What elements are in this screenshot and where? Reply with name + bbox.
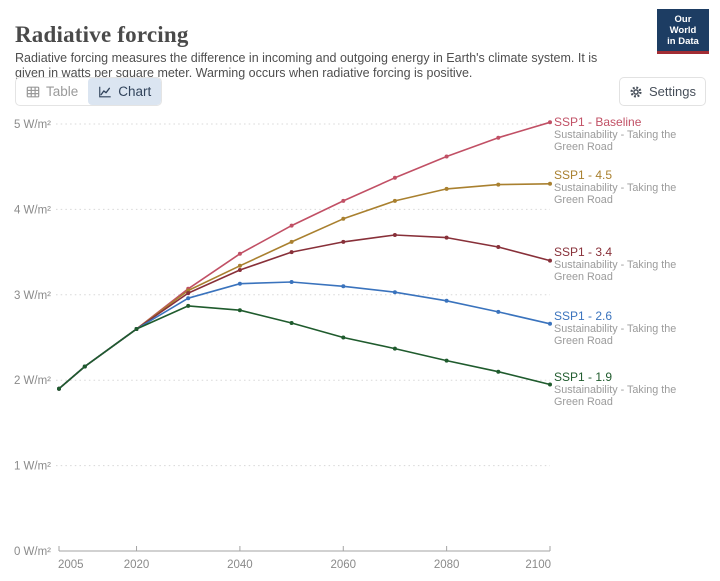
tab-table[interactable]: Table xyxy=(16,78,88,105)
series-point[interactable] xyxy=(341,284,346,289)
tab-chart-label: Chart xyxy=(118,84,152,99)
series-point[interactable] xyxy=(186,291,191,296)
series-point[interactable] xyxy=(57,386,61,391)
series-point[interactable] xyxy=(134,327,139,331)
series-line[interactable] xyxy=(58,281,551,390)
series-ssp1-2.6[interactable] xyxy=(57,280,552,391)
series-point[interactable] xyxy=(548,382,552,387)
legend-item-ssp1-1.9: SSP1 - 1.9 Sustainability - Taking the Gr… xyxy=(554,371,718,408)
owid-logo-line1: Our World xyxy=(669,14,697,36)
series-ssp1-baseline[interactable] xyxy=(57,120,552,391)
series-point[interactable] xyxy=(341,335,346,340)
series-point[interactable] xyxy=(289,280,294,284)
y-axis-label: 3 W/m² xyxy=(14,290,51,302)
series-point[interactable] xyxy=(392,175,397,180)
chart-canvas: 0 W/m² 1 W/m² 2 W/m² 3 W/m² 4 W/m² 5 W/m² 2005… xyxy=(14,119,552,571)
view-tabs: Table Chart xyxy=(15,77,163,106)
legend-item-ssp1-4.5: SSP1 - 4.5 Sustainability - Taking the Gr… xyxy=(554,169,718,206)
series-point[interactable] xyxy=(548,258,552,263)
series-point[interactable] xyxy=(289,239,294,244)
series-point[interactable] xyxy=(496,182,501,187)
x-axis-label: 2020 xyxy=(124,559,150,571)
series-point[interactable] xyxy=(548,120,552,125)
series-line[interactable] xyxy=(58,183,551,390)
owid-logo[interactable]: Our World in Data xyxy=(657,9,709,54)
legend-series-label: SSP1 - 1.9 xyxy=(554,370,613,384)
series-point[interactable] xyxy=(186,296,191,301)
y-axis-label: 0 W/m² xyxy=(14,546,51,558)
series-point[interactable] xyxy=(444,235,449,240)
legend-series-sublabel: Sustainability - Taking the Green Road xyxy=(554,259,677,283)
legend-item-ssp1-2.6: SSP1 - 2.6 Sustainability - Taking the Gr… xyxy=(554,310,718,347)
series-point[interactable] xyxy=(444,358,449,363)
legend-item-ssp1-3.4: SSP1 - 3.4 Sustainability - Taking the Gr… xyxy=(554,246,718,283)
table-icon xyxy=(26,85,40,99)
series-line[interactable] xyxy=(58,305,551,390)
chart-icon xyxy=(98,85,112,99)
legend-series-label: SSP1 - Baseline xyxy=(554,115,642,129)
series-point[interactable] xyxy=(392,198,397,203)
series-point[interactable] xyxy=(548,181,552,186)
x-axis-label: 2040 xyxy=(227,559,253,571)
legend-series-label: SSP1 - 2.6 xyxy=(554,309,613,323)
x-axis-label: 2060 xyxy=(330,559,356,571)
series-point[interactable] xyxy=(548,321,552,326)
series-point[interactable] xyxy=(289,321,294,325)
series-point[interactable] xyxy=(341,239,346,244)
settings-button[interactable]: Settings xyxy=(619,77,706,106)
series-ssp1-1.9[interactable] xyxy=(57,303,552,391)
series-point[interactable] xyxy=(496,309,501,314)
series-point[interactable] xyxy=(392,290,397,295)
series-point[interactable] xyxy=(496,135,501,140)
tab-chart[interactable]: Chart xyxy=(88,78,162,105)
series-point[interactable] xyxy=(237,281,242,286)
legend-series-sublabel: Sustainability - Taking the Green Road xyxy=(554,129,677,153)
owid-logo-line2: in Data xyxy=(667,36,699,47)
series-point[interactable] xyxy=(496,245,501,249)
series-point[interactable] xyxy=(289,223,294,228)
legend-series-label: SSP1 - 4.5 xyxy=(554,168,613,182)
series-line[interactable] xyxy=(58,234,551,390)
series-point[interactable] xyxy=(444,154,449,159)
chart-area: 0 W/m² 1 W/m² 2 W/m² 3 W/m² 4 W/m² 5 W/m² 2005… xyxy=(0,110,720,581)
series-ssp1-4.5[interactable] xyxy=(57,181,552,391)
y-axis-label: 4 W/m² xyxy=(14,204,51,216)
series-point[interactable] xyxy=(82,364,87,369)
x-axis-label: 2080 xyxy=(434,559,460,571)
legend-series-sublabel: Sustainability - Taking the Green Road xyxy=(554,323,677,347)
settings-label: Settings xyxy=(649,84,696,99)
series-point[interactable] xyxy=(237,251,242,256)
legend-item-ssp1-baseline: SSP1 - Baseline Sustainability - Taking t… xyxy=(554,116,718,153)
series-point[interactable] xyxy=(392,233,397,237)
page-title: Radiative forcing xyxy=(15,22,189,48)
x-axis-label: 2100 xyxy=(525,559,551,571)
legend-series-sublabel: Sustainability - Taking the Green Road xyxy=(554,384,677,408)
y-axis-label: 5 W/m² xyxy=(14,119,51,131)
series-point[interactable] xyxy=(237,308,242,313)
page-subtitle: Radiative forcing measures the differenc… xyxy=(15,50,598,80)
series-point[interactable] xyxy=(237,263,242,268)
series-point[interactable] xyxy=(341,216,346,221)
tab-table-label: Table xyxy=(46,84,79,99)
series-line[interactable] xyxy=(58,121,551,390)
series-point[interactable] xyxy=(237,268,242,272)
legend-series-label: SSP1 - 3.4 xyxy=(554,245,613,259)
series-point[interactable] xyxy=(444,186,449,191)
x-axis-label: 2005 xyxy=(58,559,84,571)
legend-series-sublabel: Sustainability - Taking the Green Road xyxy=(554,182,677,206)
y-axis-label: 2 W/m² xyxy=(14,375,51,387)
series-point[interactable] xyxy=(444,298,449,303)
series-point[interactable] xyxy=(496,369,501,374)
series-point[interactable] xyxy=(341,198,346,203)
y-axis-label: 1 W/m² xyxy=(14,461,51,473)
series-point[interactable] xyxy=(289,250,294,255)
series-point[interactable] xyxy=(392,346,397,351)
gear-icon xyxy=(629,85,643,99)
series-point[interactable] xyxy=(186,303,191,308)
